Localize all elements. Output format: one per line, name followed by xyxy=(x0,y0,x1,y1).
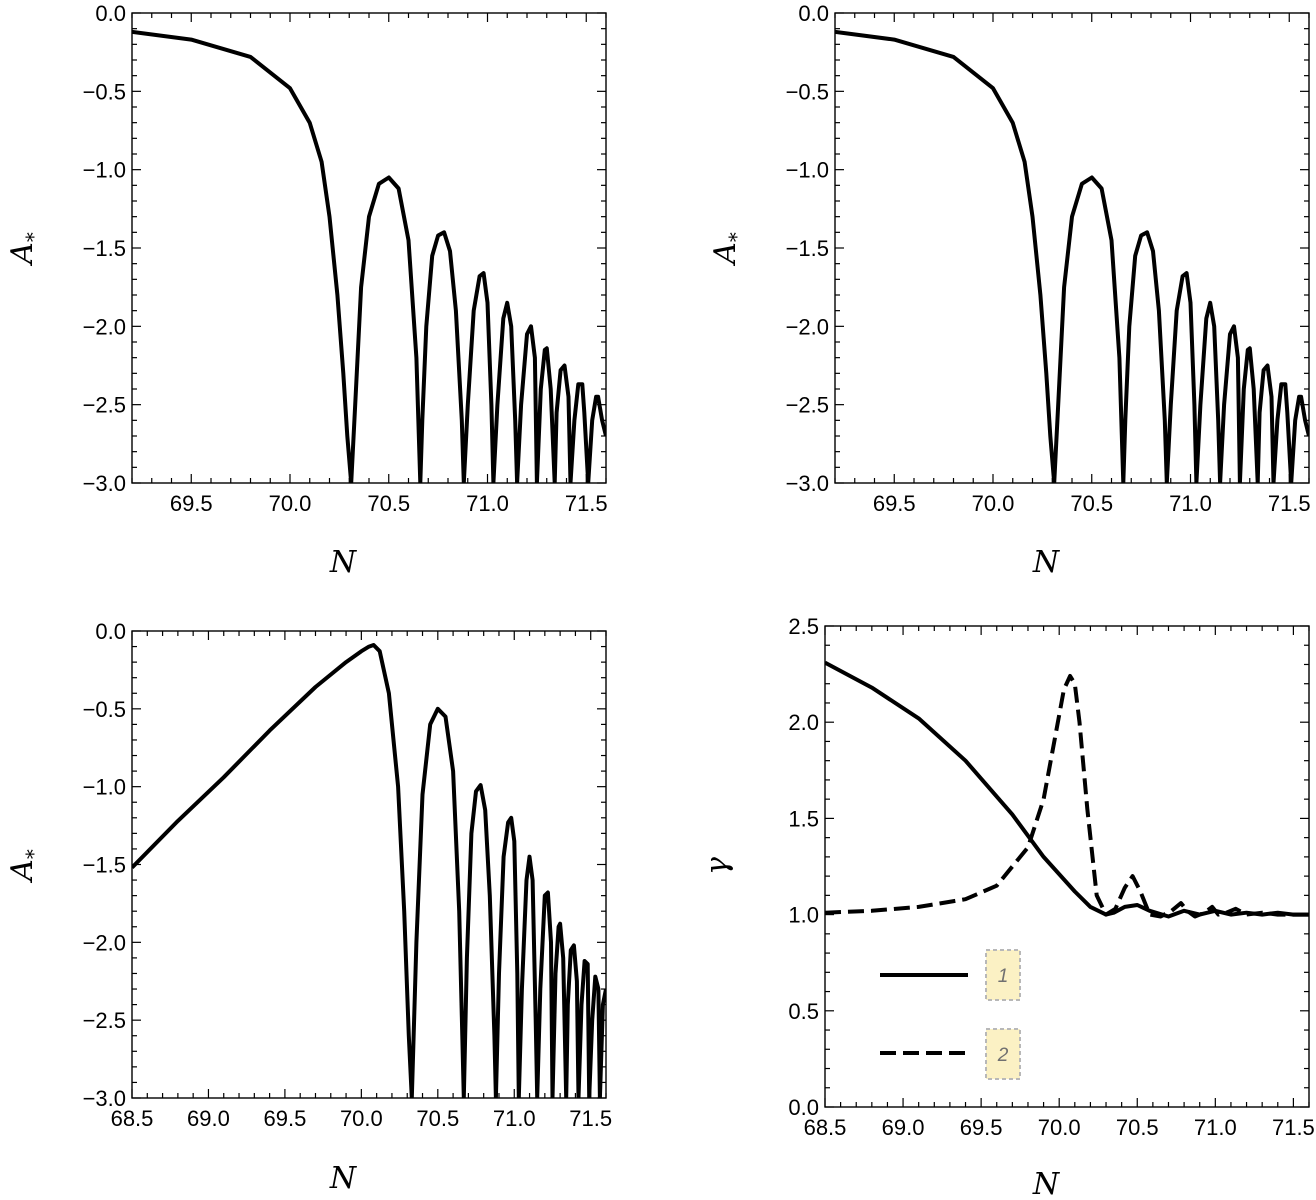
panel-bottom-left: 68.5 69.0 69.5 70.0 70.5 71.0 71.5 0.0 −0.5 −1.0 −… xyxy=(5,619,612,1196)
x-axis-title: N xyxy=(1032,1167,1061,1200)
y-tick-label: −1.5 xyxy=(83,236,126,261)
series-line-2 xyxy=(825,674,1309,919)
y-tick-label: −0.5 xyxy=(786,79,829,104)
x-tick-label: 70.5 xyxy=(367,491,410,516)
x-tick-label: 69.5 xyxy=(170,491,213,516)
y-tick-label: −2.5 xyxy=(786,393,829,418)
y-tick-label: −1.0 xyxy=(786,158,829,183)
x-tick-label: 68.5 xyxy=(804,1115,847,1140)
y-tick-label: −1.5 xyxy=(83,853,126,878)
legend-label-1: 1 xyxy=(998,966,1009,987)
series-line-A xyxy=(132,643,606,1098)
y-tick-label: 1.5 xyxy=(788,806,819,831)
x-tick-label: 69.5 xyxy=(873,491,916,516)
x-tick-label: 70.0 xyxy=(1038,1115,1081,1140)
x-tick-label: 71.0 xyxy=(466,491,509,516)
y-tick-label: −1.5 xyxy=(786,236,829,261)
x-tick-label: 69.0 xyxy=(187,1106,230,1131)
y-tick-label: −2.0 xyxy=(786,314,829,339)
y-axis-title-main: A xyxy=(708,242,743,267)
y-tick-label: −3.0 xyxy=(83,1086,126,1111)
y-axis-title: A* xyxy=(5,232,45,267)
plot-frame xyxy=(824,625,1310,1108)
y-tick-label: 2.5 xyxy=(788,614,819,639)
series-line-A xyxy=(132,29,606,483)
y-axis-title-main: γ xyxy=(700,857,735,875)
y-tick-label: 1.0 xyxy=(788,903,819,928)
x-tick-label: 71.0 xyxy=(1169,491,1212,516)
y-tick-label: −2.0 xyxy=(83,930,126,955)
y-tick-label: 0.5 xyxy=(788,999,819,1024)
x-tick-label: 71.0 xyxy=(1194,1115,1237,1140)
y-tick-label: −3.0 xyxy=(786,471,829,496)
panel-top-right: 69.5 70.0 70.5 71.0 71.5 0.0 −0.5 −1.0 −1.5 −2.0 −… xyxy=(708,1,1311,580)
series-line-A xyxy=(835,29,1309,483)
x-axis-title: N xyxy=(1032,545,1061,580)
y-tick-label: 0.0 xyxy=(95,619,126,644)
y-tick-label: 0.0 xyxy=(95,1,126,26)
x-tick-label: 70.0 xyxy=(972,491,1015,516)
x-tick-label: 70.0 xyxy=(340,1106,383,1131)
panel-bottom-right: 68.5 69.0 69.5 70.0 70.5 71.0 71.5 0.0 0.5 1.0 1.5… xyxy=(700,614,1315,1200)
y-tick-label: −2.0 xyxy=(83,314,126,339)
x-tick-label: 69.5 xyxy=(263,1106,306,1131)
legend-label-2: 2 xyxy=(997,1045,1009,1066)
legend: 1 2 xyxy=(880,949,1021,1080)
x-tick-label: 70.0 xyxy=(269,491,312,516)
y-tick-label: −3.0 xyxy=(83,471,126,496)
legend-box-2 xyxy=(985,1028,1021,1080)
y-axis-title-main: A xyxy=(5,242,40,267)
y-tick-label: 2.0 xyxy=(788,710,819,735)
x-axis-title: N xyxy=(329,545,358,580)
y-tick-label: −1.0 xyxy=(83,775,126,800)
x-tick-label: 69.0 xyxy=(882,1115,925,1140)
x-tick-label: 69.5 xyxy=(960,1115,1003,1140)
y-tick-label: −2.5 xyxy=(83,393,126,418)
y-axis-title-main: A xyxy=(5,859,40,884)
x-tick-label: 71.5 xyxy=(1272,1115,1315,1140)
x-tick-label: 71.5 xyxy=(565,491,608,516)
x-tick-label: 70.5 xyxy=(1070,491,1113,516)
x-tick-label: 70.5 xyxy=(1116,1115,1159,1140)
panel-top-left: 69.5 70.0 70.5 71.0 71.5 0.0 −0.5 −1.0 −1.5 −2.0 −… xyxy=(5,1,608,580)
y-tick-label: −2.5 xyxy=(83,1008,126,1033)
y-axis-title-subscript: * xyxy=(21,232,45,242)
y-axis-title: γ xyxy=(700,857,735,875)
series-line-1 xyxy=(825,660,1309,919)
y-axis-title: A* xyxy=(708,232,748,267)
x-tick-label: 71.5 xyxy=(1268,491,1311,516)
y-tick-label: −1.0 xyxy=(83,158,126,183)
x-axis-title: N xyxy=(329,1161,358,1196)
x-tick-label: 70.5 xyxy=(416,1106,459,1131)
x-tick-label: 71.0 xyxy=(493,1106,536,1131)
y-axis-title-subscript: * xyxy=(724,232,748,242)
y-tick-label: −0.5 xyxy=(83,79,126,104)
x-tick-label: 71.5 xyxy=(569,1106,612,1131)
y-axis-title-subscript: * xyxy=(21,849,45,859)
y-tick-label: 0.0 xyxy=(788,1095,819,1120)
legend-box-1 xyxy=(985,949,1021,1001)
y-tick-label: 0.0 xyxy=(798,1,829,26)
y-tick-label: −0.5 xyxy=(83,697,126,722)
y-axis-title: A* xyxy=(5,849,45,884)
x-tick-label: 68.5 xyxy=(111,1106,154,1131)
